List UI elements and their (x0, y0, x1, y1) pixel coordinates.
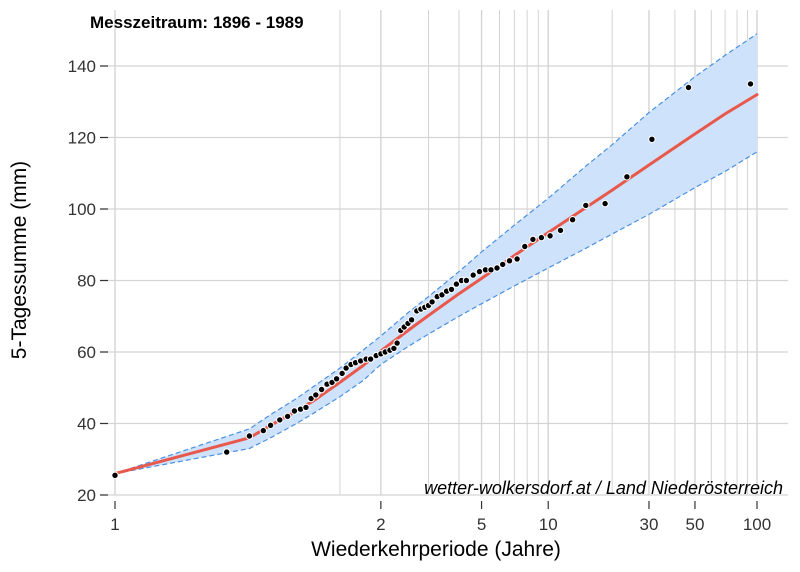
data-point (537, 233, 546, 242)
data-point (529, 235, 537, 244)
x-tick-label: 5 (477, 515, 486, 534)
y-tick-labels: 20 40 60 80 100 120 140 (68, 57, 96, 505)
data-point (475, 267, 484, 276)
data-point (302, 403, 310, 412)
data-point (223, 448, 231, 456)
confidence-band-fill (115, 33, 757, 474)
x-axis-title: Wiederkehrperiode (Jahre) (311, 538, 561, 561)
data-point (623, 173, 631, 181)
data-point (493, 264, 501, 272)
data-points (111, 80, 755, 479)
y-axis-title: 5-Tagessumme (mm) (8, 161, 31, 359)
data-point (266, 421, 275, 429)
x-tick-label: 100 (743, 515, 771, 534)
data-point (390, 344, 398, 353)
data-point (499, 260, 507, 269)
data-point (462, 276, 471, 285)
x-tick-label: 30 (640, 515, 659, 534)
x-tick-label: 1 (110, 515, 119, 534)
x-tick-label: 2 (376, 515, 385, 534)
upper-bound-line (114, 33, 758, 475)
data-point (283, 412, 292, 421)
data-point (582, 201, 590, 210)
data-point (317, 385, 326, 394)
y-tick-label: 20 (77, 486, 96, 505)
data-point (505, 257, 514, 265)
data-point (290, 407, 299, 415)
data-point (447, 285, 456, 294)
x-tick-label: 50 (686, 515, 705, 534)
data-point (746, 80, 755, 88)
data-point (487, 266, 495, 274)
confidence-band (114, 33, 758, 475)
data-point (332, 375, 341, 383)
data-point (469, 271, 477, 279)
data-point (312, 391, 320, 399)
data-point (342, 364, 350, 372)
x-tick-labels: 1 2 5 10 30 50 100 (110, 515, 771, 534)
data-point (366, 355, 375, 363)
data-point (393, 339, 401, 347)
y-tick-label: 140 (68, 57, 96, 76)
y-tick-label: 120 (68, 129, 96, 148)
source-caption: wetter-wolkersdorf.at / Land Niederöster… (424, 478, 783, 498)
data-point (513, 255, 521, 263)
data-point (521, 242, 529, 251)
data-point (601, 199, 609, 208)
x-tick-label: 10 (539, 515, 558, 534)
lower-bound-line (114, 151, 758, 475)
data-point (259, 426, 267, 435)
y-tick-label: 60 (77, 343, 96, 362)
data-point (556, 226, 565, 235)
data-point (111, 471, 119, 479)
data-point (276, 416, 284, 424)
data-point (568, 216, 577, 224)
y-tick-label: 100 (68, 200, 96, 219)
data-point (452, 280, 461, 288)
y-tick-label: 40 (77, 415, 96, 434)
data-point (245, 432, 254, 440)
data-point (684, 83, 693, 92)
data-point (338, 369, 346, 378)
chart-title: Messzeitraum: 1896 - 1989 (90, 13, 304, 32)
data-point (648, 135, 656, 144)
data-point (546, 232, 554, 240)
data-point (407, 316, 416, 324)
y-tick-label: 80 (77, 272, 96, 291)
data-point (428, 298, 436, 306)
